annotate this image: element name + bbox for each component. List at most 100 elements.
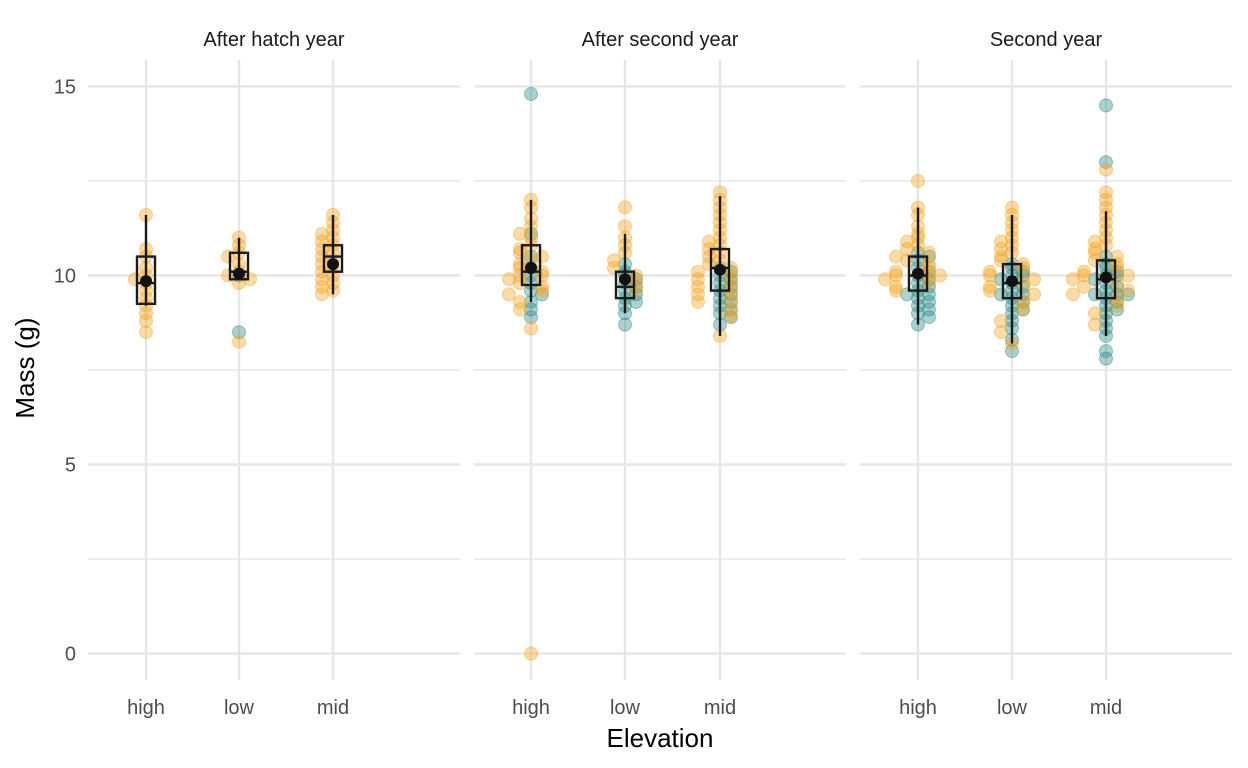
data-point bbox=[691, 279, 705, 294]
data-point bbox=[724, 302, 738, 317]
data-point bbox=[702, 249, 716, 264]
x-tick-label: high bbox=[899, 697, 937, 719]
data-point bbox=[691, 294, 705, 309]
data-point bbox=[983, 279, 997, 294]
data-point bbox=[922, 294, 936, 309]
data-point bbox=[724, 276, 738, 291]
mean-point bbox=[327, 258, 339, 271]
data-point bbox=[1066, 287, 1080, 302]
mean-point bbox=[1100, 271, 1112, 284]
data-point bbox=[691, 287, 705, 302]
x-tick-label: mid bbox=[704, 697, 736, 719]
data-point bbox=[1099, 162, 1113, 177]
data-point bbox=[1088, 306, 1102, 321]
y-axis-title: Mass (g) bbox=[10, 317, 40, 418]
data-point bbox=[900, 234, 914, 249]
data-point bbox=[889, 264, 903, 279]
data-point bbox=[315, 226, 329, 241]
y-tick-label: 0 bbox=[65, 644, 76, 666]
data-point bbox=[513, 245, 527, 260]
data-point bbox=[702, 234, 716, 249]
data-point bbox=[724, 272, 738, 287]
data-point bbox=[994, 249, 1008, 264]
data-point bbox=[513, 294, 527, 309]
data-point bbox=[513, 276, 527, 291]
data-point bbox=[1027, 287, 1041, 302]
data-point bbox=[889, 249, 903, 264]
mean-point bbox=[233, 267, 245, 280]
iqr-box bbox=[907, 255, 929, 292]
mean-point bbox=[912, 267, 924, 280]
box-layer bbox=[135, 196, 1117, 344]
data-point bbox=[535, 283, 549, 298]
data-point bbox=[933, 268, 947, 283]
data-point bbox=[983, 283, 997, 298]
data-point bbox=[535, 249, 549, 264]
data-point bbox=[691, 272, 705, 287]
data-point bbox=[1121, 287, 1135, 302]
data-point bbox=[232, 325, 246, 340]
data-point bbox=[922, 257, 936, 272]
data-point bbox=[535, 279, 549, 294]
panel-title: After hatch year bbox=[203, 29, 345, 51]
data-point bbox=[724, 302, 738, 317]
iqr-box bbox=[614, 270, 636, 300]
data-point bbox=[607, 253, 621, 268]
data-point bbox=[1077, 279, 1091, 294]
data-point bbox=[1099, 344, 1113, 359]
data-point bbox=[889, 279, 903, 294]
data-point bbox=[1088, 242, 1102, 257]
data-point bbox=[1099, 155, 1113, 170]
data-point bbox=[524, 310, 538, 325]
panel-title: Second year bbox=[990, 29, 1103, 51]
data-point bbox=[1099, 185, 1113, 200]
data-point bbox=[911, 173, 925, 188]
data-point bbox=[1088, 234, 1102, 249]
data-point bbox=[618, 219, 632, 234]
data-point bbox=[922, 302, 936, 317]
data-point bbox=[1110, 260, 1124, 275]
iqr-box bbox=[520, 244, 542, 287]
data-point bbox=[1016, 302, 1030, 317]
text-layer: Mass (g) Elevation 0 5 10 15 After hatch yea… bbox=[10, 29, 1122, 753]
data-point bbox=[1005, 344, 1019, 359]
data-point bbox=[524, 321, 538, 336]
data-point bbox=[889, 283, 903, 298]
data-point bbox=[524, 87, 538, 102]
data-point bbox=[524, 302, 538, 317]
data-point bbox=[139, 325, 153, 340]
data-point bbox=[1110, 298, 1124, 313]
data-point bbox=[1066, 272, 1080, 287]
data-point bbox=[1088, 317, 1102, 332]
data-point bbox=[1099, 192, 1113, 207]
data-point bbox=[1110, 264, 1124, 279]
data-point bbox=[724, 268, 738, 283]
y-tick-label: 15 bbox=[54, 76, 76, 98]
data-point bbox=[502, 272, 516, 287]
data-point bbox=[1088, 245, 1102, 260]
data-point bbox=[1099, 351, 1113, 366]
y-tick-label: 10 bbox=[54, 265, 76, 287]
data-point bbox=[1110, 279, 1124, 294]
x-tick-label: high bbox=[512, 697, 550, 719]
data-point bbox=[232, 334, 246, 349]
data-point bbox=[994, 234, 1008, 249]
data-point bbox=[524, 646, 538, 661]
data-point bbox=[724, 310, 738, 325]
data-point bbox=[513, 302, 527, 317]
data-point bbox=[900, 242, 914, 257]
data-point bbox=[724, 291, 738, 306]
data-point bbox=[1016, 302, 1030, 317]
x-axis-title: Elevation bbox=[607, 723, 714, 753]
data-point bbox=[889, 268, 903, 283]
data-point bbox=[994, 325, 1008, 340]
data-point bbox=[1110, 302, 1124, 317]
data-point bbox=[983, 268, 997, 283]
data-point bbox=[922, 260, 936, 275]
y-tick-label: 5 bbox=[65, 455, 76, 477]
data-point bbox=[922, 310, 936, 325]
x-tick-label: low bbox=[224, 697, 255, 719]
data-point bbox=[315, 287, 329, 302]
data-point bbox=[139, 313, 153, 328]
x-tick-label: mid bbox=[1090, 697, 1122, 719]
